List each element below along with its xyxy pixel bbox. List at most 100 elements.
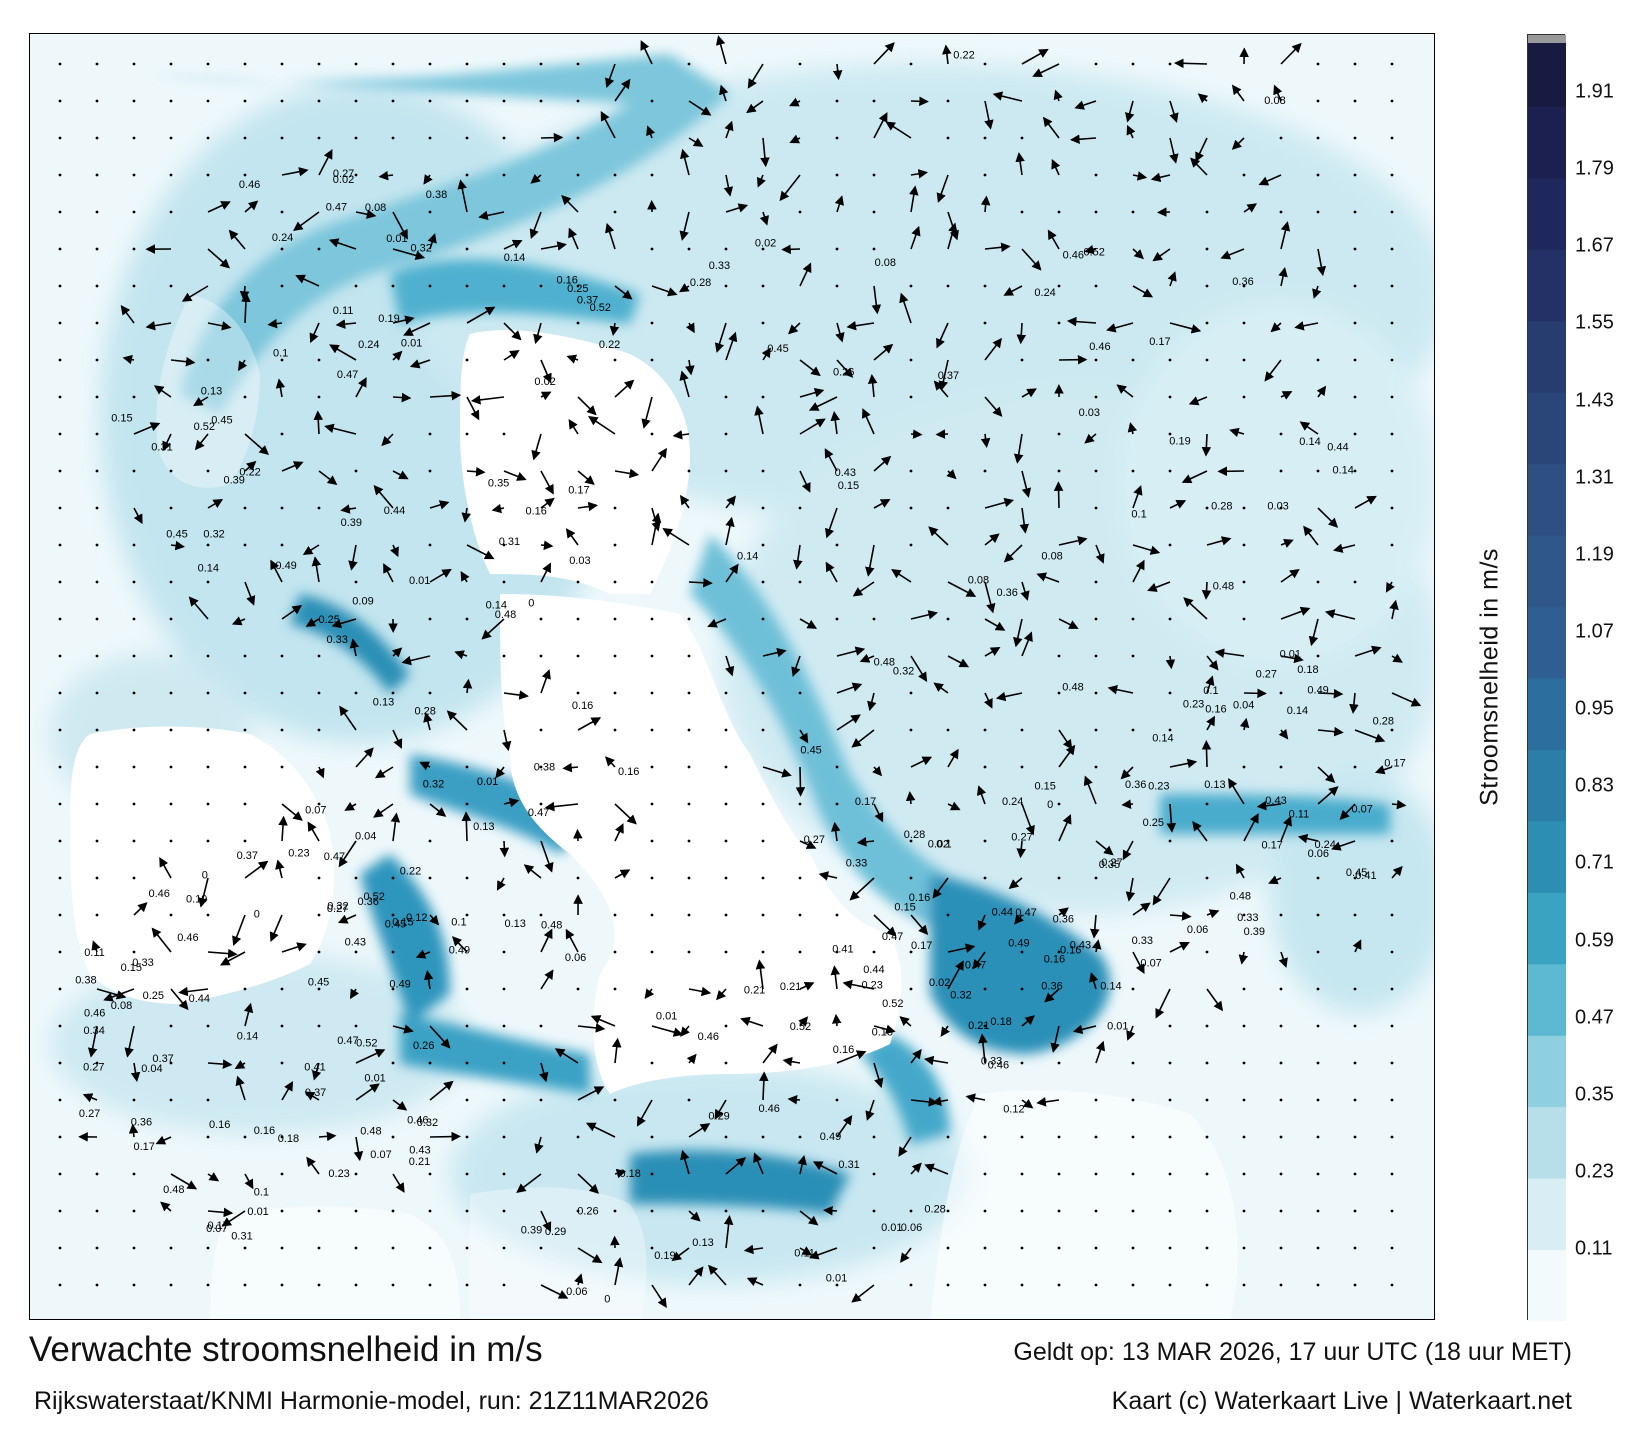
speed-label: 0.17 [1149, 336, 1170, 348]
current-speed-map[interactable]: 0.14 0.33 0.14 0.08 0.17 0.32 0.15 0.06 0.24 0.27… [29, 33, 1435, 1320]
grid-dot [1131, 1135, 1135, 1139]
grid-dot [1316, 1209, 1320, 1213]
grid-dot [1353, 99, 1357, 103]
speed-label: 0.12 [1003, 1104, 1024, 1116]
grid-dot [872, 247, 876, 251]
grid-dot [58, 580, 62, 584]
current-arrow [836, 1050, 867, 1064]
current-arrow [403, 322, 431, 336]
current-arrow [374, 766, 394, 779]
speed-label: 0.19 [378, 313, 399, 325]
current-arrow [799, 729, 809, 744]
current-arrow [281, 803, 303, 821]
grid-dot [95, 136, 99, 140]
current-arrow [605, 63, 616, 89]
grid-dot [946, 284, 950, 288]
grid-dot [1242, 1135, 1246, 1139]
grid-dot [1242, 1209, 1246, 1213]
speed-label: 0.47 [965, 960, 986, 972]
grid-dot [280, 506, 284, 510]
grid-dot [761, 469, 765, 473]
current-arrow [355, 1083, 380, 1101]
grid-dot [132, 1246, 136, 1250]
speed-label: 0.46 [1063, 249, 1084, 261]
grid-dot [1242, 284, 1246, 288]
grid-dot [1242, 987, 1246, 991]
current-arrow [523, 864, 542, 879]
grid-dot [169, 99, 173, 103]
grid-dot [798, 62, 802, 66]
grid-dot [354, 950, 358, 954]
grid-dot [576, 1135, 580, 1139]
current-arrow [495, 766, 505, 779]
grid-dot [946, 617, 950, 621]
speed-label: 0.06 [565, 952, 586, 964]
current-arrow [466, 544, 495, 560]
grid-dot [169, 1098, 173, 1102]
current-arrow [1021, 1015, 1035, 1027]
grid-dot [761, 247, 765, 251]
speed-label: 0.48 [1213, 580, 1234, 592]
speed-label: 0.06 [1187, 924, 1208, 936]
current-arrow [836, 359, 854, 378]
grid-dot [465, 876, 469, 880]
grid-dot [465, 1098, 469, 1102]
current-arrow [1003, 544, 1023, 563]
grid-dot [835, 617, 839, 621]
speed-label: 0.16 [572, 700, 593, 712]
grid-dot [428, 136, 432, 140]
grid-dot [983, 321, 987, 325]
speed-label: 0.09 [352, 595, 373, 607]
current-arrow [540, 391, 552, 401]
grid-dot [798, 876, 802, 880]
grid-dot [613, 543, 617, 547]
grid-dot [95, 765, 99, 769]
current-arrow [942, 44, 952, 65]
grid-dot [539, 1098, 543, 1102]
grid-dot [1168, 1172, 1172, 1176]
speed-label: 0.39 [341, 517, 362, 529]
speed-label: 0.46 [407, 1115, 428, 1127]
current-arrow [340, 504, 357, 514]
speed-label: 0.24 [1034, 287, 1055, 299]
current-arrow [128, 1123, 139, 1138]
current-arrow [573, 828, 583, 842]
grid-dot [391, 691, 395, 695]
colorbar-band [1528, 1178, 1566, 1251]
current-arrow [1008, 877, 1023, 890]
current-arrow [761, 347, 771, 361]
grid-dot [946, 1135, 950, 1139]
speed-label: 0.25 [319, 614, 340, 626]
current-arrow [540, 241, 567, 251]
grid-dot [872, 950, 876, 954]
grid-dot [872, 99, 876, 103]
grid-dot [502, 1209, 506, 1213]
grid-dot [724, 876, 728, 880]
current-arrow [725, 563, 739, 583]
current-arrow [1192, 821, 1208, 842]
speed-label: 0.52 [364, 891, 385, 903]
speed-label: 0.24 [1315, 839, 1336, 851]
current-arrow [133, 507, 143, 525]
speed-label: 0.04 [355, 831, 376, 843]
grid-dot [169, 839, 173, 843]
grid-dot [58, 99, 62, 103]
current-arrow [849, 877, 875, 901]
grid-dot [1390, 1061, 1394, 1065]
current-arrow [762, 647, 787, 658]
grid-dot [613, 691, 617, 695]
current-arrow [799, 1246, 813, 1256]
grid-dot [169, 802, 173, 806]
grid-dot [576, 99, 580, 103]
grid-dot [243, 839, 247, 843]
current-arrow [600, 110, 616, 139]
grid-dot [909, 987, 913, 991]
grid-dot [206, 839, 210, 843]
speed-label: 0.52 [790, 1021, 811, 1033]
grid-dot [132, 543, 136, 547]
current-arrow [461, 811, 472, 842]
grid-dot [1316, 1061, 1320, 1065]
current-arrow [1229, 427, 1245, 438]
current-arrow [1280, 606, 1311, 620]
current-arrow [419, 761, 431, 771]
